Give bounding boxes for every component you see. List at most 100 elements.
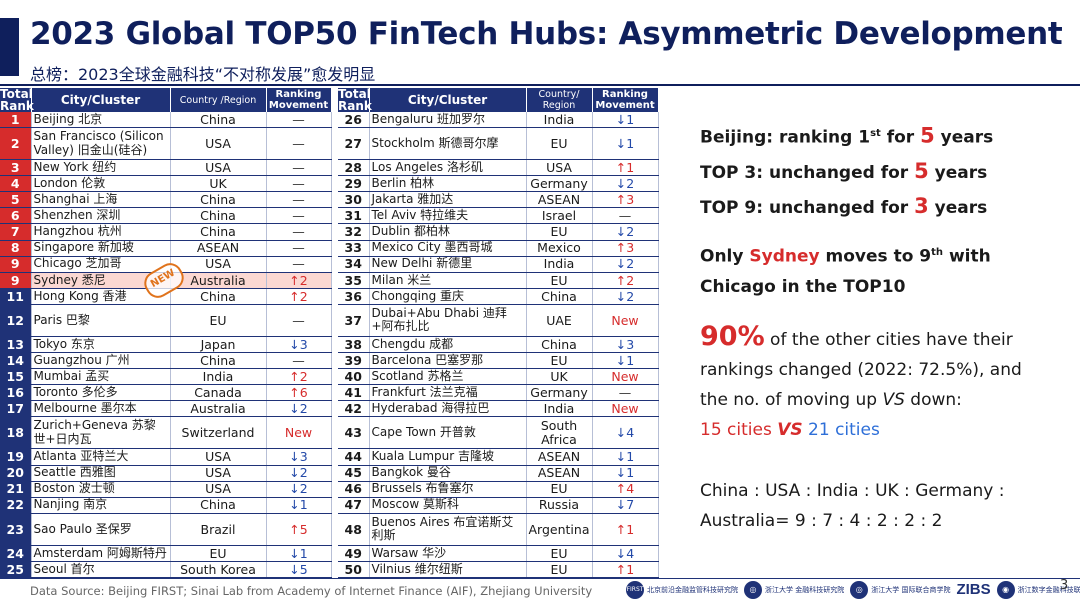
footer-logos: FIRST 北京前沿金融监管科技研究院 ◎ 浙江大学 金融科技研究院 ◎ 浙江大…: [626, 577, 1062, 602]
highlights-paragraph: Beijing: ranking 1st for 5 years TOP 3: …: [700, 117, 1070, 225]
city-cell: Frankfurt 法兰克福: [369, 385, 526, 401]
table-row: 22 Nanjing 南京 China ↓1: [0, 497, 331, 513]
region-cell: USA: [170, 465, 266, 481]
table-row: 45 Bangkok 曼谷 ASEAN ↓1: [338, 465, 658, 481]
rank-cell: 13: [0, 336, 31, 352]
movement-cell: ↑4: [592, 481, 658, 497]
movement-cell: —: [266, 240, 331, 256]
rank-cell: 8: [0, 240, 31, 256]
rank-cell: 33: [338, 240, 369, 256]
table-row: 42 Hyderabad 海得拉巴 India New: [338, 401, 658, 417]
region-cell: EU: [526, 561, 592, 577]
city-cell: New York 纽约: [31, 160, 170, 176]
region-cell: China: [170, 192, 266, 208]
region-cell: China: [170, 112, 266, 128]
region-cell: Australia: [170, 272, 266, 288]
movement-cell: —: [592, 208, 658, 224]
table-row: 4 London 伦敦 UK —: [0, 176, 331, 192]
rank-cell: 31: [338, 208, 369, 224]
table-row: 36 Chongqing 重庆 China ↓2: [338, 288, 658, 304]
table-row: 18 Zurich+Geneva 苏黎世+日内瓦 Switzerland New: [0, 417, 331, 449]
rank-cell: 32: [338, 224, 369, 240]
city-cell: Barcelona 巴塞罗那: [369, 353, 526, 369]
movement-cell: ↓1: [592, 112, 658, 128]
city-cell: Brussels 布鲁塞尔: [369, 481, 526, 497]
rank-cell: 41: [338, 385, 369, 401]
table-row: 32 Dublin 都柏林 EU ↓2: [338, 224, 658, 240]
city-cell: Tel Aviv 特拉维夫: [369, 208, 526, 224]
rank-cell: 49: [338, 545, 369, 561]
rank-cell: 28: [338, 160, 369, 176]
city-cell: Tokyo 东京: [31, 336, 170, 352]
movement-cell: —: [592, 385, 658, 401]
movement-cell: ↓7: [592, 497, 658, 513]
table-row: 20 Seattle 西雅图 USA ↓2: [0, 465, 331, 481]
rank-cell: 34: [338, 256, 369, 272]
movement-cell: ↑1: [592, 561, 658, 577]
city-cell: Toronto 多伦多: [31, 385, 170, 401]
table-row: 5 Shanghai 上海 China —: [0, 192, 331, 208]
region-cell: China: [526, 288, 592, 304]
city-cell: Bangkok 曼谷: [369, 465, 526, 481]
highlight-number: 5: [920, 124, 935, 148]
table-row: 29 Berlin 柏林 Germany ↓2: [338, 176, 658, 192]
down-count: 21 cities: [808, 420, 880, 440]
page-title: 2023 Global TOP50 FinTech Hubs: Asymmetr…: [30, 16, 1062, 52]
paragraph-line: rankings changed (2022: 72.5%), and: [700, 355, 1070, 385]
table-row: 15 Mumbai 孟买 India ↑2: [0, 369, 331, 385]
col-header-movement: Ranking Movement: [266, 88, 331, 112]
ranking-table-left: Total Rank City/Cluster Country /Region …: [0, 88, 332, 578]
table-row: 3 New York 纽约 USA —: [0, 160, 331, 176]
text: years: [935, 128, 994, 148]
city-cell: Seoul 首尔: [31, 561, 170, 577]
rank-cell: 6: [0, 208, 31, 224]
city-cell: Bengaluru 班加罗尔: [369, 112, 526, 128]
table-row: 44 Kuala Lumpur 吉隆坡 ASEAN ↓1: [338, 449, 658, 465]
region-cell: EU: [526, 128, 592, 160]
text: years: [929, 163, 988, 183]
city-cell: Seattle 西雅图: [31, 465, 170, 481]
movement-cell: ↓1: [592, 128, 658, 160]
movement-cell: ↑2: [266, 272, 331, 288]
rank-cell: 2: [0, 128, 31, 160]
region-cell: USA: [170, 449, 266, 465]
zju-seal-icon: ◎: [850, 581, 868, 599]
city-cell: Dublin 都柏林: [369, 224, 526, 240]
table-row: 24 Amsterdam 阿姆斯特丹 EU ↓1: [0, 545, 331, 561]
region-cell: Switzerland: [170, 417, 266, 449]
region-cell: South Africa: [526, 417, 592, 449]
table-row: 17 Melbourne 墨尔本 Australia ↓2: [0, 401, 331, 417]
rank-cell: 39: [338, 353, 369, 369]
sydney-paragraph: Only Sydney moves to 9th with Chicago in…: [700, 238, 1070, 302]
movement-cell: —: [266, 208, 331, 224]
city-cell: Milan 米兰: [369, 272, 526, 288]
city-cell: Dubai+Abu Dhabi 迪拜+阿布扎比: [369, 304, 526, 336]
rank-cell: 45: [338, 465, 369, 481]
region-cell: EU: [526, 481, 592, 497]
region-cell: Brazil: [170, 513, 266, 545]
region-cell: China: [170, 353, 266, 369]
movement-cell: —: [266, 176, 331, 192]
table-row: 48 Buenos Aires 布宜诺斯艾利斯 Argentina ↑1: [338, 513, 658, 545]
col-header-city: City/Cluster: [369, 88, 526, 112]
region-cell: ASEAN: [526, 465, 592, 481]
highlight-line: Beijing: ranking 1st for 5 years: [700, 117, 1070, 155]
table-row: 28 Los Angeles 洛杉矶 USA ↑1: [338, 160, 658, 176]
city-cell: Buenos Aires 布宜诺斯艾利斯: [369, 513, 526, 545]
superscript: th: [931, 247, 943, 258]
movement-cell: ↓3: [266, 336, 331, 352]
region-cell: Germany: [526, 176, 592, 192]
rank-cell: 29: [338, 176, 369, 192]
movement-cell: —: [266, 160, 331, 176]
movement-cell: New: [592, 401, 658, 417]
table-row: 43 Cape Town 开普敦 South Africa ↓4: [338, 417, 658, 449]
city-cell: Los Angeles 洛杉矶: [369, 160, 526, 176]
text: years: [929, 198, 988, 218]
ibs-logo-text: 浙江大学 国际联合商学院: [871, 585, 950, 595]
movement-cell: ↑1: [592, 160, 658, 176]
city-cell: New Delhi 新德里: [369, 256, 526, 272]
region-cell: China: [170, 224, 266, 240]
rank-cell: 12: [0, 304, 31, 336]
city-cell: Chicago 芝加哥: [31, 256, 170, 272]
region-cell: USA: [170, 128, 266, 160]
